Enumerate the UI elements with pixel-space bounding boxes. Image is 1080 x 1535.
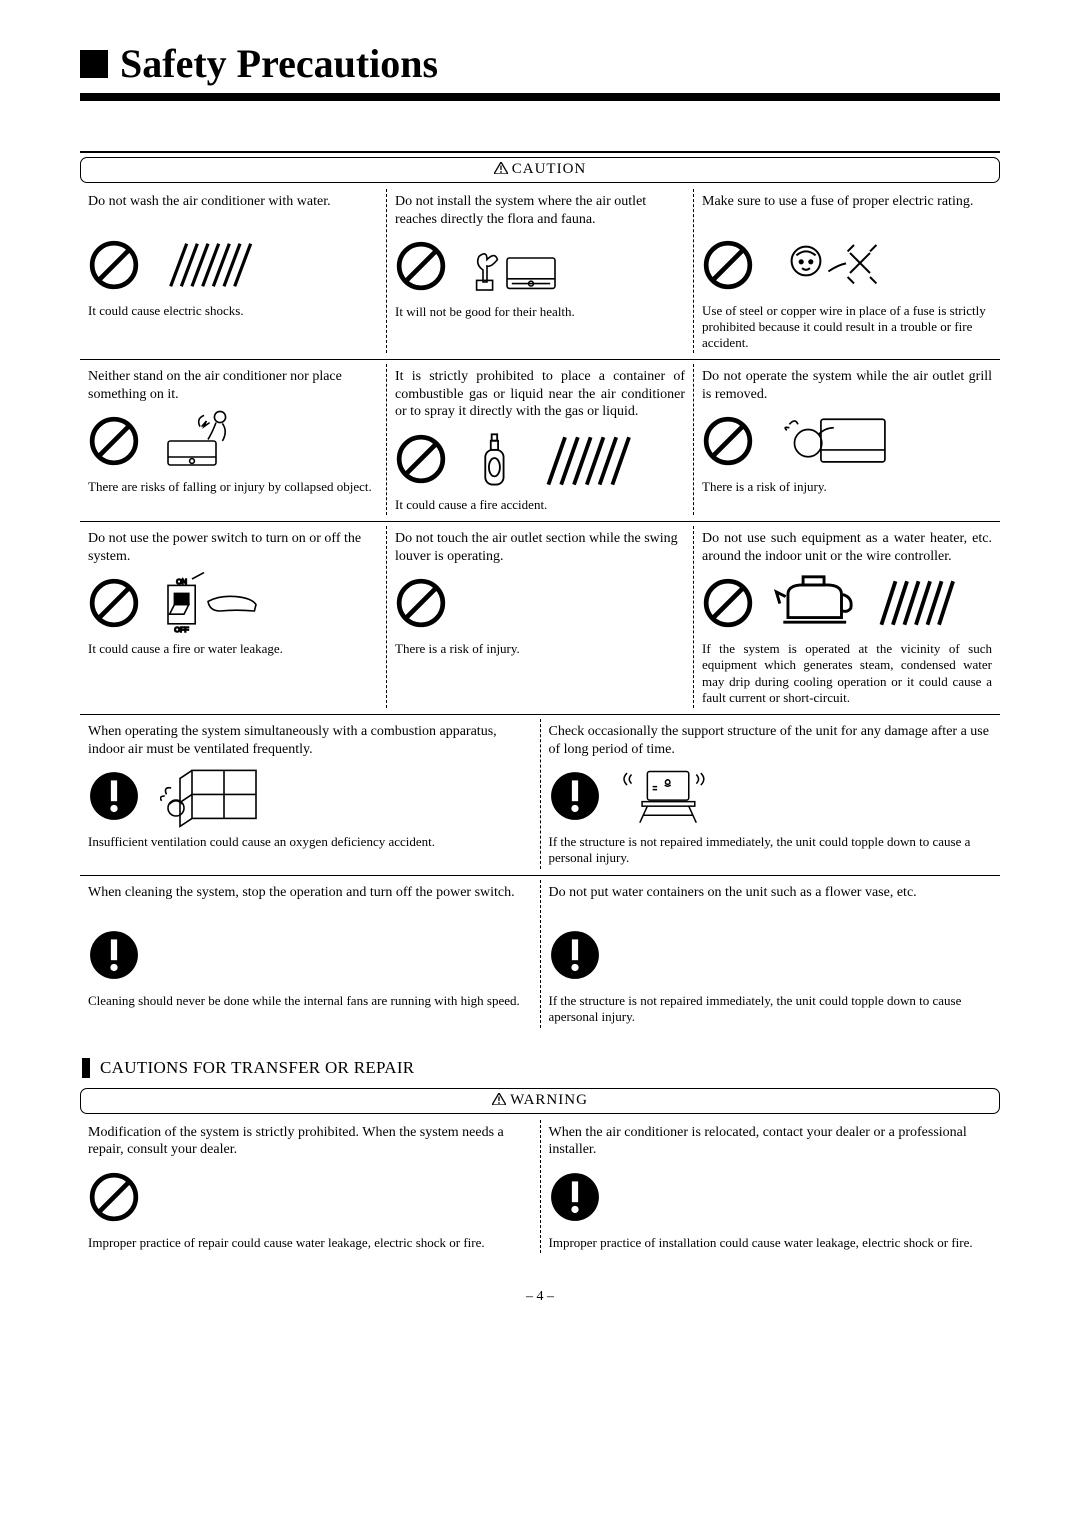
w1c1-foot: Improper practice of repair could cause … (88, 1235, 532, 1251)
plant-ac-icon (467, 234, 563, 298)
r4c2-head: Check occasionally the support structure… (549, 723, 993, 758)
svg-text:ON: ON (176, 577, 187, 586)
page-title-row: Safety Precautions (80, 40, 1000, 87)
r2c2-head: It is strictly prohibited to place a con… (395, 368, 685, 421)
subsection-header: CAUTIONS FOR TRANSFER OR REPAIR (82, 1058, 1000, 1078)
r1c1: Do not wash the air conditioner with wat… (80, 189, 386, 353)
hatch-icon (875, 571, 965, 635)
r2c3: Do not operate the system while the air … (693, 364, 1000, 515)
power-switch-hand-icon: ON OFF (160, 571, 264, 635)
r2c1-head: Neither stand on the air conditioner nor… (88, 368, 378, 403)
r3c1-foot: It could cause a fire or water leakage. (88, 641, 378, 657)
prohibit-icon (702, 239, 754, 291)
r1c2-head: Do not install the system where the air … (395, 193, 685, 228)
r3c1-head: Do not use the power switch to turn on o… (88, 530, 378, 565)
r4c1: When operating the system simultaneously… (80, 719, 540, 869)
r5c2-head: Do not put water containers on the unit … (549, 884, 993, 918)
w1c1-head: Modification of the system is strictly p… (88, 1124, 532, 1159)
prohibit-icon (395, 577, 447, 629)
prohibit-icon (88, 1171, 140, 1223)
subsection-title: CAUTIONS FOR TRANSFER OR REPAIR (100, 1058, 414, 1078)
r1c1-foot: It could cause electric shocks. (88, 303, 378, 319)
r3c2-foot: There is a risk of injury. (395, 641, 685, 657)
r2c2: It is strictly prohibited to place a con… (386, 364, 693, 515)
warning-triangle-icon (492, 1093, 506, 1110)
page-number: – 4 – (80, 1289, 1000, 1305)
r5c1-foot: Cleaning should never be done while the … (88, 993, 532, 1009)
r2c2-foot: It could cause a fire accident. (395, 497, 685, 513)
ventilation-window-icon (160, 764, 264, 828)
w1c2: When the air conditioner is relocated, c… (540, 1120, 1001, 1253)
mandatory-icon (549, 770, 601, 822)
r3c2-head: Do not touch the air outlet section whil… (395, 530, 685, 565)
r4c2-foot: If the structure is not repaired immedia… (549, 834, 993, 867)
spray-can-icon (467, 427, 522, 491)
r1c3-head: Make sure to use a fuse of proper electr… (702, 193, 992, 227)
r3c2: Do not touch the air outlet section whil… (386, 526, 693, 708)
caution-label-text: CAUTION (512, 161, 587, 177)
warning-label-text: WARNING (510, 1092, 588, 1108)
warning-row: Modification of the system is strictly p… (80, 1120, 1000, 1259)
title-underline (80, 93, 1000, 101)
r5c1: When cleaning the system, stop the opera… (80, 880, 540, 1028)
caution-row-3: Do not use the power switch to turn on o… (80, 526, 1000, 715)
prohibit-icon (702, 577, 754, 629)
section-top-rule (80, 151, 1000, 153)
stand-on-unit-icon (160, 409, 256, 473)
r2c1: Neither stand on the air conditioner nor… (80, 364, 386, 515)
title-square-icon (80, 50, 108, 78)
prohibit-icon (702, 415, 754, 467)
prohibit-icon (88, 239, 140, 291)
w1c1: Modification of the system is strictly p… (80, 1120, 540, 1253)
r3c3-foot: If the system is operated at the vicinit… (702, 641, 992, 706)
prohibit-icon (88, 415, 140, 467)
r1c3-foot: Use of steel or copper wire in place of … (702, 303, 992, 352)
w1c2-head: When the air conditioner is relocated, c… (549, 1124, 993, 1159)
mandatory-icon (88, 770, 140, 822)
prohibit-icon (395, 240, 447, 292)
r4c2: Check occasionally the support structure… (540, 719, 1001, 869)
r4c1-foot: Insufficient ventilation could cause an … (88, 834, 532, 850)
prohibit-icon (88, 577, 140, 629)
w1c2-foot: Improper practice of installation could … (549, 1235, 993, 1251)
mandatory-icon (549, 929, 601, 981)
caution-row-5: When cleaning the system, stop the opera… (80, 880, 1000, 1034)
r2c3-foot: There is a risk of injury. (702, 479, 992, 495)
warning-label-box: WARNING (80, 1088, 1000, 1114)
caution-row-4: When operating the system simultaneously… (80, 719, 1000, 876)
svg-text:OFF: OFF (174, 625, 189, 634)
r3c3-head: Do not use such equipment as a water hea… (702, 530, 992, 565)
r4c1-head: When operating the system simultaneously… (88, 723, 532, 758)
r5c2: Do not put water containers on the unit … (540, 880, 1001, 1028)
prohibit-icon (395, 433, 447, 485)
person-fuse-icon (774, 233, 886, 297)
r3c1: Do not use the power switch to turn on o… (80, 526, 386, 708)
r1c1-head: Do not wash the air conditioner with wat… (88, 193, 378, 227)
r1c2-foot: It will not be good for their health. (395, 304, 685, 320)
r3c3: Do not use such equipment as a water hea… (693, 526, 1000, 708)
r5c1-head: When cleaning the system, stop the opera… (88, 884, 532, 918)
r5c2-foot: If the structure is not repaired immedia… (549, 993, 993, 1026)
caution-triangle-icon (494, 162, 508, 179)
mandatory-icon (88, 929, 140, 981)
hatch-icon (542, 427, 644, 491)
unit-on-stand-icon (621, 764, 719, 828)
caution-row-2: Neither stand on the air conditioner nor… (80, 364, 1000, 522)
r1c3: Make sure to use a fuse of proper electr… (693, 189, 1000, 353)
mandatory-icon (549, 1171, 601, 1223)
caution-label-box: CAUTION (80, 157, 1000, 183)
kettle-icon (774, 571, 855, 635)
r1c2: Do not install the system where the air … (386, 189, 693, 353)
caution-row-1: Do not wash the air conditioner with wat… (80, 189, 1000, 360)
r2c3-head: Do not operate the system while the air … (702, 368, 992, 403)
subsection-bar-icon (82, 1058, 90, 1078)
page-title: Safety Precautions (120, 40, 438, 87)
page-number-value: 4 (537, 1289, 544, 1304)
water-hatch-icon (160, 233, 256, 297)
r2c1-foot: There are risks of falling or injury by … (88, 479, 378, 495)
open-grill-icon (774, 409, 893, 473)
